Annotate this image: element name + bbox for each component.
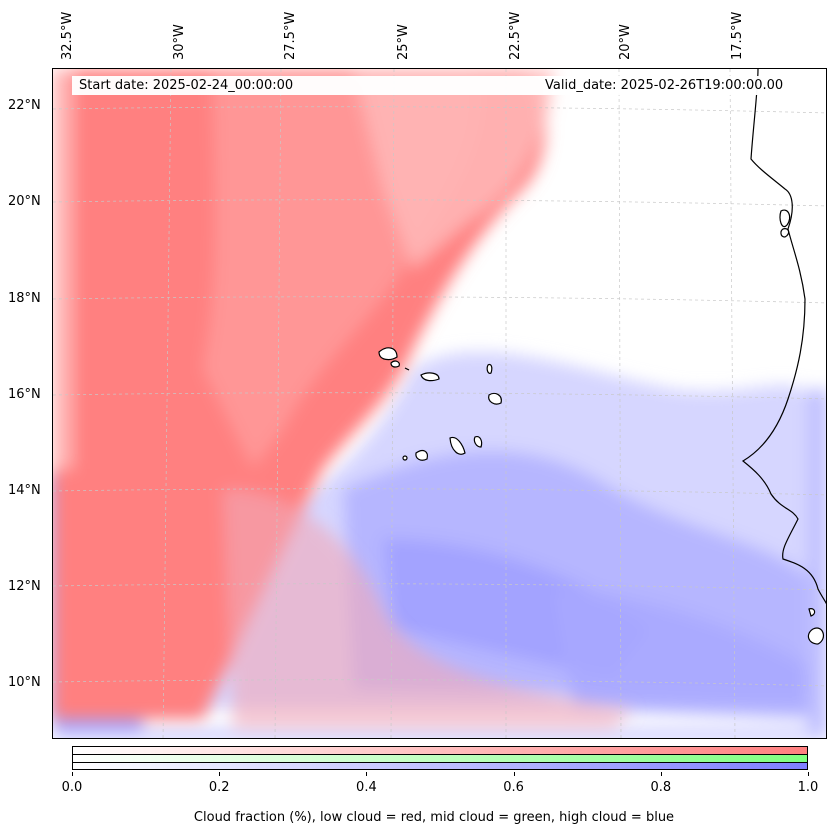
colorbar-tick-label: 0.4 (356, 780, 377, 795)
latitude-label: 22°N (8, 98, 41, 113)
cloud-map (53, 69, 826, 738)
longitude-label: 30°W (172, 24, 187, 60)
low-cloud-field (53, 69, 633, 729)
coastline (378, 69, 826, 645)
valid-date-label: Valid_date: 2025-02-26T19:00:00.00 (545, 78, 784, 93)
latitude-label: 12°N (8, 579, 41, 594)
colorbar-mid-cloud (73, 755, 807, 762)
colorbar-tick (808, 772, 809, 776)
colorbar-tick-label: 0.0 (61, 780, 83, 795)
colorbar-high-cloud (73, 763, 807, 769)
longitude-label: 22.5°W (508, 11, 523, 60)
colorbar-tick-label: 0.6 (503, 780, 524, 795)
colorbar-caption: Cloud fraction (%), low cloud = red, mid… (193, 810, 675, 825)
colorbar-tick-label: 1.0 (797, 780, 819, 795)
colorbar (72, 746, 808, 770)
longitude-label: 27.5°W (283, 11, 298, 60)
colorbar-tick-label: 0.8 (650, 780, 672, 795)
colorbar-tick-label: 0.2 (208, 780, 230, 795)
colorbar-tick (660, 772, 662, 776)
latitude-label: 18°N (8, 291, 41, 306)
colorbar-tick (72, 772, 73, 776)
longitude-label: 32.5°W (60, 11, 75, 60)
colorbar-tick (219, 772, 221, 776)
latitude-label: 14°N (8, 483, 41, 498)
latitude-label: 16°N (8, 387, 41, 402)
longitude-label: 25°W (396, 24, 411, 60)
start-date-label: Start date: 2025-02-24_00:00:00 (79, 78, 294, 93)
colorbar-low-cloud (73, 747, 807, 754)
latitude-label: 10°N (8, 675, 41, 690)
gridlines (53, 69, 826, 738)
map-panel (52, 68, 827, 739)
latitude-label: 20°N (8, 194, 41, 209)
colorbar-tick (366, 772, 368, 776)
longitude-label: 17.5°W (730, 11, 745, 60)
longitude-label: 20°W (618, 24, 633, 60)
colorbar-tick (513, 772, 515, 776)
map-header-box (72, 76, 812, 95)
